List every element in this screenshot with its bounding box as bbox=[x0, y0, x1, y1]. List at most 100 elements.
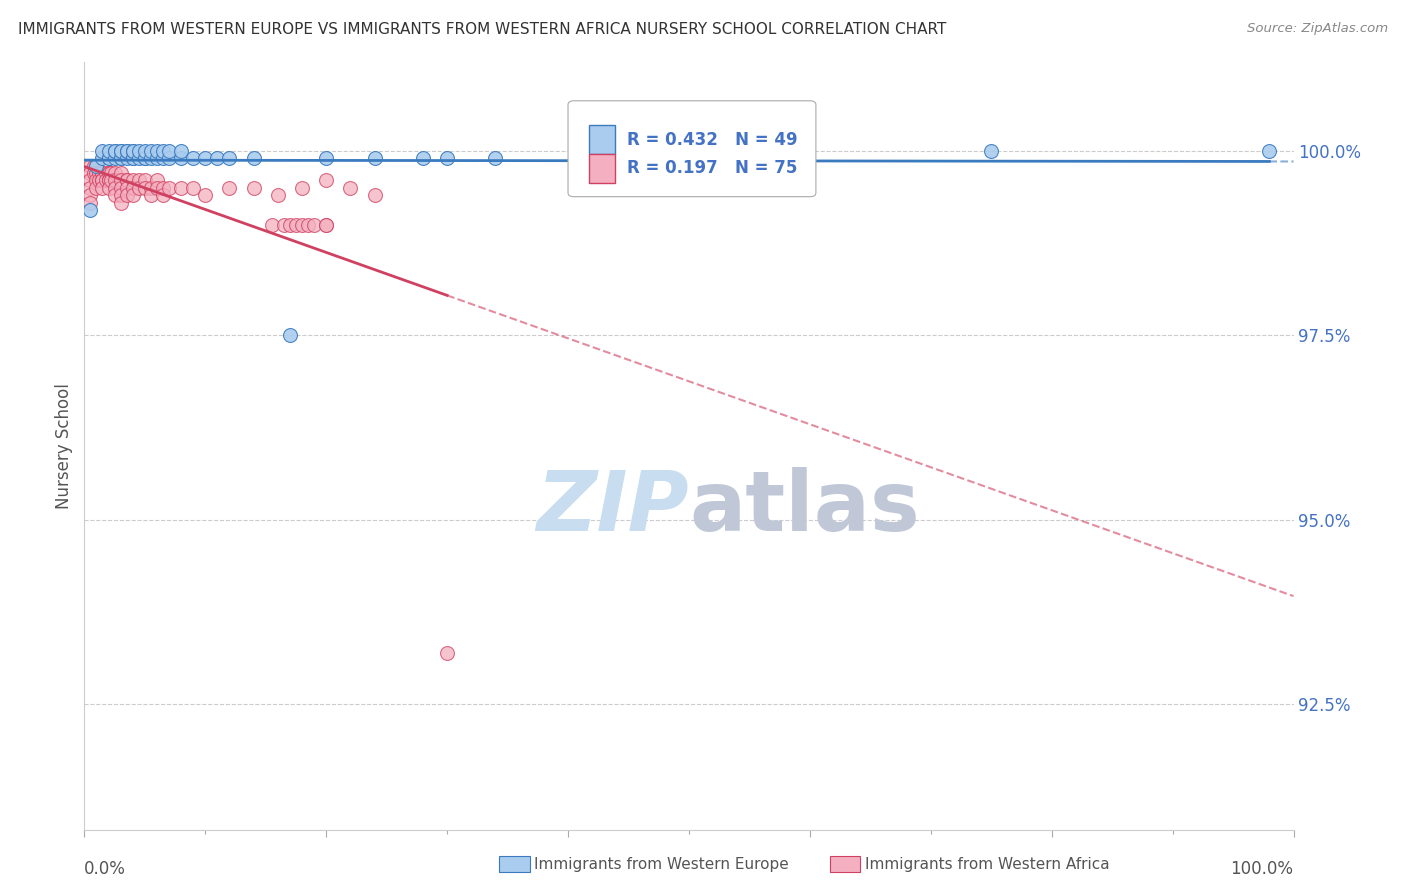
Point bbox=[86, 159, 108, 173]
Text: Immigrants from Western Africa: Immigrants from Western Africa bbox=[865, 857, 1109, 871]
Point bbox=[115, 173, 138, 187]
Point bbox=[139, 188, 162, 202]
Point bbox=[152, 151, 174, 165]
Point bbox=[110, 151, 132, 165]
Point bbox=[139, 144, 162, 158]
Point bbox=[128, 144, 150, 158]
Point bbox=[97, 166, 120, 180]
Point bbox=[110, 188, 132, 202]
Point bbox=[139, 181, 162, 195]
Point bbox=[273, 218, 295, 232]
Point bbox=[121, 144, 143, 158]
Point bbox=[91, 144, 114, 158]
Point bbox=[152, 144, 174, 158]
Bar bbox=[589, 153, 616, 183]
Point bbox=[110, 173, 132, 187]
FancyBboxPatch shape bbox=[568, 101, 815, 197]
Point bbox=[152, 188, 174, 202]
Point bbox=[315, 218, 337, 232]
Point bbox=[157, 151, 180, 165]
Point bbox=[94, 166, 117, 180]
Point bbox=[181, 151, 204, 165]
Point bbox=[91, 151, 114, 165]
Point bbox=[104, 173, 127, 187]
Point bbox=[115, 144, 138, 158]
Point bbox=[128, 151, 150, 165]
Point bbox=[284, 218, 308, 232]
Point bbox=[91, 181, 114, 195]
Point bbox=[291, 218, 314, 232]
Point bbox=[79, 181, 101, 195]
Point bbox=[97, 181, 120, 195]
Point bbox=[363, 188, 385, 202]
Point bbox=[91, 173, 114, 187]
Point bbox=[291, 181, 314, 195]
Y-axis label: Nursery School: Nursery School bbox=[55, 383, 73, 509]
Text: 100.0%: 100.0% bbox=[1230, 860, 1294, 878]
Point bbox=[79, 173, 101, 187]
Point bbox=[260, 218, 283, 232]
Point bbox=[79, 166, 101, 180]
Text: IMMIGRANTS FROM WESTERN EUROPE VS IMMIGRANTS FROM WESTERN AFRICA NURSERY SCHOOL : IMMIGRANTS FROM WESTERN EUROPE VS IMMIGR… bbox=[18, 22, 946, 37]
Point bbox=[104, 188, 127, 202]
Bar bbox=[589, 126, 616, 154]
Point bbox=[297, 218, 319, 232]
Point bbox=[110, 166, 132, 180]
Point bbox=[97, 173, 120, 187]
Point bbox=[97, 151, 120, 165]
Point bbox=[79, 195, 101, 210]
Point bbox=[87, 166, 110, 180]
Point bbox=[267, 188, 290, 202]
Point bbox=[128, 181, 150, 195]
Point bbox=[218, 151, 240, 165]
Point bbox=[1258, 144, 1281, 158]
Point bbox=[121, 151, 143, 165]
Point bbox=[139, 151, 162, 165]
Point bbox=[86, 181, 108, 195]
Text: Immigrants from Western Europe: Immigrants from Western Europe bbox=[534, 857, 789, 871]
Point bbox=[412, 151, 434, 165]
Point bbox=[115, 188, 138, 202]
Point bbox=[110, 144, 132, 158]
Point bbox=[110, 195, 132, 210]
Point bbox=[79, 202, 101, 217]
Point bbox=[278, 328, 301, 343]
Point bbox=[110, 181, 132, 195]
Point bbox=[86, 166, 108, 180]
Point bbox=[170, 144, 193, 158]
Point bbox=[115, 181, 138, 195]
Point bbox=[181, 181, 204, 195]
Point bbox=[91, 173, 114, 187]
Point bbox=[146, 181, 169, 195]
Point bbox=[94, 173, 117, 187]
Point bbox=[115, 151, 138, 165]
Point bbox=[121, 181, 143, 195]
Text: atlas: atlas bbox=[689, 467, 920, 548]
Point bbox=[134, 151, 156, 165]
Point bbox=[91, 166, 114, 180]
Point bbox=[128, 173, 150, 187]
Point bbox=[170, 181, 193, 195]
Text: Source: ZipAtlas.com: Source: ZipAtlas.com bbox=[1247, 22, 1388, 36]
Point bbox=[115, 173, 138, 187]
Point bbox=[157, 181, 180, 195]
Point bbox=[315, 173, 337, 187]
Point bbox=[315, 218, 337, 232]
Point bbox=[146, 144, 169, 158]
Point bbox=[484, 151, 506, 165]
Point bbox=[87, 173, 110, 187]
Point bbox=[83, 166, 105, 180]
Point bbox=[104, 151, 127, 165]
Point bbox=[194, 188, 217, 202]
Point bbox=[121, 144, 143, 158]
Point bbox=[436, 151, 458, 165]
Point bbox=[121, 188, 143, 202]
Point bbox=[104, 144, 127, 158]
Point bbox=[97, 173, 120, 187]
Point bbox=[79, 159, 101, 173]
Point bbox=[302, 218, 325, 232]
Point bbox=[121, 151, 143, 165]
Point bbox=[97, 144, 120, 158]
Point bbox=[207, 151, 229, 165]
Point bbox=[104, 144, 127, 158]
